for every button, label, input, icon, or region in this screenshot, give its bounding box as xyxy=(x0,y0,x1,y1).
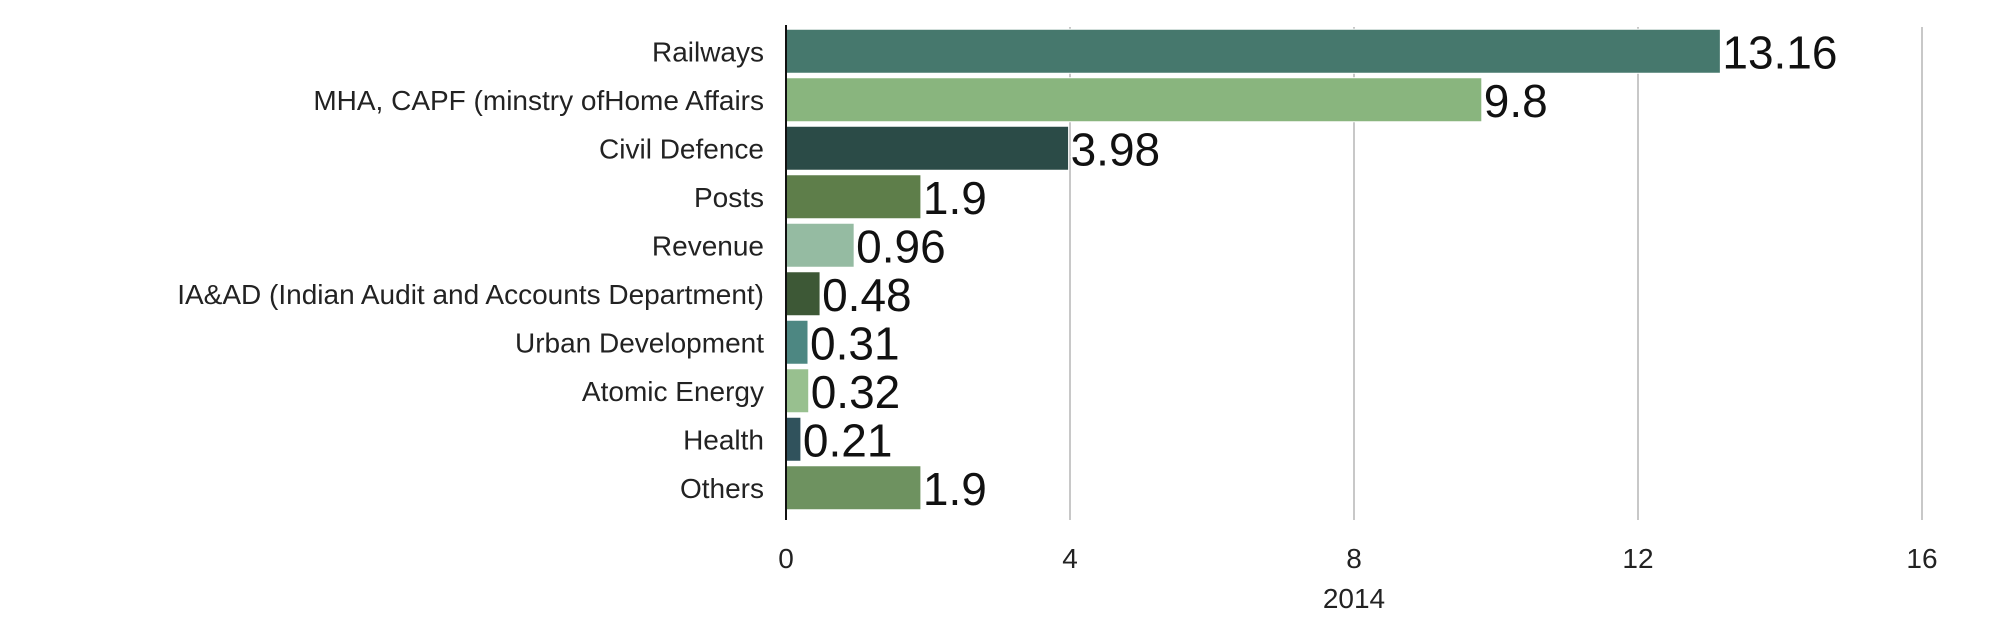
bar xyxy=(785,125,1070,171)
data-label: 1.9 xyxy=(923,463,987,515)
bar xyxy=(785,271,821,317)
bar xyxy=(785,174,922,220)
bars xyxy=(785,28,1721,511)
category-label: Civil Defence xyxy=(599,133,764,164)
x-tick-label: 4 xyxy=(1062,543,1078,574)
category-label: Posts xyxy=(694,182,764,213)
category-label: Atomic Energy xyxy=(582,376,764,407)
data-label: 1.9 xyxy=(923,172,987,224)
data-label: 0.21 xyxy=(803,414,893,466)
bar xyxy=(785,77,1483,123)
x-tick-label: 12 xyxy=(1622,543,1653,574)
bar xyxy=(785,368,810,414)
x-tick-label: 0 xyxy=(778,543,794,574)
bar xyxy=(785,28,1721,74)
bar xyxy=(785,465,922,511)
data-label: 3.98 xyxy=(1071,123,1161,175)
bar xyxy=(785,222,855,268)
x-tick-label: 16 xyxy=(1906,543,1937,574)
category-label: Revenue xyxy=(652,230,764,261)
x-tick-labels: 0 4 8 12 16 xyxy=(778,543,1937,574)
x-axis-title: 2014 xyxy=(1323,583,1385,614)
data-label: 0.32 xyxy=(811,366,901,418)
category-label: Health xyxy=(683,424,764,455)
data-label: 13.16 xyxy=(1722,26,1837,78)
data-label: 0.31 xyxy=(810,317,900,369)
category-label: Others xyxy=(680,473,764,504)
category-label: MHA, CAPF (minstry ofHome Affairs xyxy=(313,85,764,116)
data-label: 0.96 xyxy=(856,220,946,272)
bar xyxy=(785,319,809,365)
category-labels: Railways MHA, CAPF (minstry ofHome Affair… xyxy=(177,36,764,504)
x-tick-label: 8 xyxy=(1346,543,1362,574)
data-labels: 13.169.83.981.90.960.480.310.320.211.9 xyxy=(801,25,1839,517)
bar xyxy=(785,416,802,462)
data-label: 9.8 xyxy=(1484,75,1548,127)
category-label: Urban Development xyxy=(515,327,764,358)
data-label: 0.48 xyxy=(822,269,912,321)
category-label: IA&AD (Indian Audit and Accounts Departm… xyxy=(177,279,764,310)
category-label: Railways xyxy=(652,36,764,67)
